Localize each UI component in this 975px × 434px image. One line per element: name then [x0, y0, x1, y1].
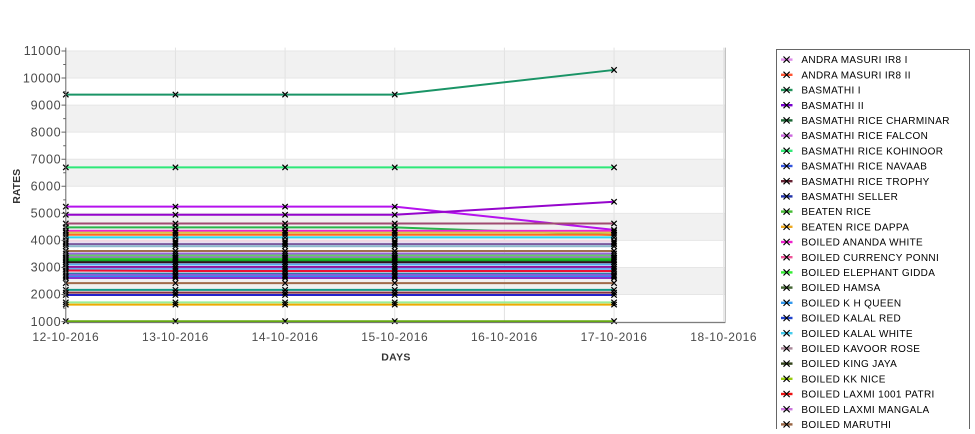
svg-text:4000: 4000: [31, 234, 62, 248]
svg-text:ANDRA MASURI IR8 II: ANDRA MASURI IR8 II: [801, 70, 910, 81]
svg-text:10000: 10000: [23, 71, 62, 85]
svg-text:13-10-2016: 13-10-2016: [142, 330, 209, 344]
svg-text:BOILED KALAL WHITE: BOILED KALAL WHITE: [801, 329, 913, 340]
svg-text:BOILED ELEPHANT GIDDA: BOILED ELEPHANT GIDDA: [801, 268, 935, 279]
svg-text:BASMATHI RICE TROPHY: BASMATHI RICE TROPHY: [801, 177, 929, 188]
svg-text:BASMATHI RICE CHARMINAR: BASMATHI RICE CHARMINAR: [801, 116, 949, 127]
svg-text:6000: 6000: [31, 180, 62, 194]
svg-text:17-10-2016: 17-10-2016: [581, 330, 648, 344]
svg-text:8000: 8000: [31, 125, 62, 139]
svg-text:18-10-2016: 18-10-2016: [690, 330, 757, 344]
svg-text:BOILED KALAL RED: BOILED KALAL RED: [801, 314, 901, 325]
svg-text:BOILED ANANDA WHITE: BOILED ANANDA WHITE: [801, 238, 923, 249]
svg-text:DAYS: DAYS: [381, 352, 410, 364]
svg-text:BOILED HAMSA: BOILED HAMSA: [801, 283, 880, 294]
svg-text:BOILED KAVOOR ROSE: BOILED KAVOOR ROSE: [801, 344, 920, 355]
svg-text:BEATEN RICE: BEATEN RICE: [801, 207, 871, 218]
svg-text:9000: 9000: [31, 98, 62, 112]
svg-text:BOILED KK NICE: BOILED KK NICE: [801, 374, 885, 385]
svg-text:5000: 5000: [31, 207, 62, 221]
svg-text:BOILED LAXMI MANGALA: BOILED LAXMI MANGALA: [801, 405, 929, 416]
svg-text:RATES: RATES: [11, 169, 23, 204]
svg-text:BASMATHI I: BASMATHI I: [801, 86, 860, 97]
svg-text:BASMATHI RICE KOHINOOR: BASMATHI RICE KOHINOOR: [801, 146, 943, 157]
svg-text:7000: 7000: [31, 152, 62, 166]
svg-text:15-10-2016: 15-10-2016: [361, 330, 428, 344]
svg-text:BASMATHI SELLER: BASMATHI SELLER: [801, 192, 898, 203]
svg-text:11000: 11000: [24, 44, 62, 58]
svg-text:BOILED K H QUEEN: BOILED K H QUEEN: [801, 298, 901, 309]
svg-text:BOILED LAXMI 1001 PATRI: BOILED LAXMI 1001 PATRI: [801, 390, 934, 401]
svg-text:ANDRA MASURI IR8 I: ANDRA MASURI IR8 I: [801, 55, 907, 66]
svg-text:BOILED MARUTHI: BOILED MARUTHI: [801, 420, 891, 429]
svg-text:BEATEN RICE DAPPA: BEATEN RICE DAPPA: [801, 222, 909, 233]
svg-text:1000: 1000: [31, 315, 62, 329]
svg-text:BASMATHI II: BASMATHI II: [801, 101, 864, 112]
svg-text:3000: 3000: [31, 261, 62, 275]
svg-text:BOILED CURRENCY PONNI: BOILED CURRENCY PONNI: [801, 253, 939, 264]
svg-text:16-10-2016: 16-10-2016: [471, 330, 538, 344]
svg-text:BOILED KING JAYA: BOILED KING JAYA: [801, 359, 897, 370]
svg-text:BASMATHI RICE FALCON: BASMATHI RICE FALCON: [801, 131, 928, 142]
svg-text:14-10-2016: 14-10-2016: [252, 330, 319, 344]
svg-text:BASMATHI RICE NAVAAB: BASMATHI RICE NAVAAB: [801, 162, 927, 173]
svg-text:12-10-2016: 12-10-2016: [32, 330, 99, 344]
svg-text:2000: 2000: [31, 288, 62, 302]
